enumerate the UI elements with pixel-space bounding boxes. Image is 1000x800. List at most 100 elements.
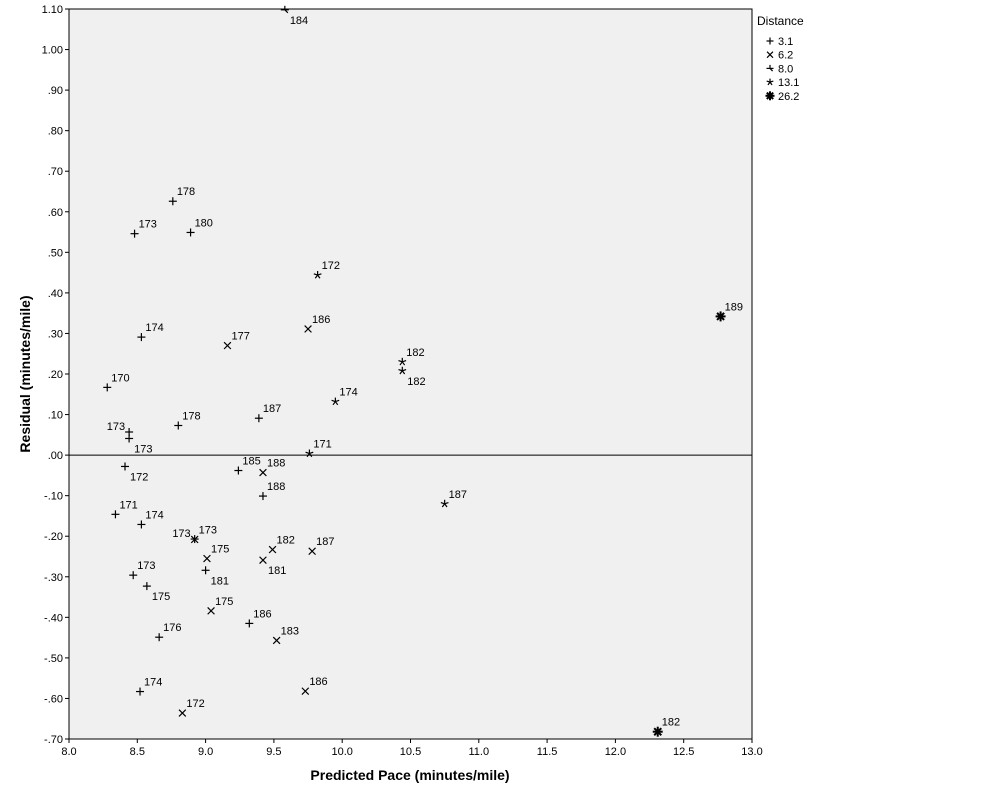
y-tick-label: -.30 [44,572,63,584]
legend: Distance 3.1 6.28.0 13.1 26.2 [757,14,804,103]
point-star-182 [398,357,407,366]
point-star-182 [398,366,407,375]
point-x-173 [190,535,199,544]
x-axis-title: Predicted Pace (minutes/mile) [310,767,509,783]
point-star-187 [440,499,449,508]
point-plus-176 [155,633,164,642]
point-label: 187 [316,536,334,548]
point-plus-181 [201,566,210,575]
point-label: 183 [281,625,299,637]
point-label: 173 [134,443,152,455]
point-plus-180 [186,228,195,237]
point-plus-188 [258,492,267,501]
point-asterisk-189 [715,311,726,322]
point-label: 182 [662,717,680,729]
point-plus-171 [111,510,120,519]
point-plus-173 [125,434,134,443]
point-label: 171 [119,499,137,511]
legend-marker-x [766,51,774,59]
legend-entry-label: 8.0 [778,63,793,75]
point-label: 182 [407,376,425,388]
y-tick-label: -.40 [44,612,63,624]
point-label: 176 [163,622,181,634]
y-tick-label: .60 [48,207,63,219]
point-label: 172 [186,698,204,710]
point-star-174 [331,397,340,406]
y-tick-label: .90 [48,85,63,97]
x-tick-label: 9.5 [266,746,281,758]
y-tick-label: 1.10 [42,4,63,16]
point-label: 175 [211,544,229,556]
point-label: 189 [725,301,743,313]
y-tick-label: -.70 [44,734,63,746]
y-tick-label: -.10 [44,491,63,503]
point-plus-170 [103,383,112,392]
point-label: 182 [406,347,424,359]
point-x-186 [304,325,312,333]
point-plus-175 [142,582,151,591]
point-label: 178 [182,411,200,423]
y-tick-label: 1.00 [42,45,63,57]
point-plus-173 [130,229,139,238]
y-tick-label: -.20 [44,531,63,543]
point-label: 185 [242,456,260,468]
plot-area [68,8,753,740]
y-tick-label: .00 [48,450,63,462]
point-plus-173 [129,571,138,580]
point-x-175 [207,607,215,615]
point-label: 184 [290,15,308,27]
point-plus-185 [234,466,243,475]
x-tick-label: 8.5 [130,746,145,758]
point-label: 175 [152,591,170,603]
point-asterisk-182 [652,726,663,737]
point-plus-174 [137,520,146,529]
point-x-175 [203,554,211,563]
point-label: 186 [253,608,271,620]
point-star-172 [313,271,322,279]
point-plus-174 [136,687,145,696]
point-label: 174 [145,322,163,334]
y-axis-title: Residual (minutes/mile) [17,295,33,452]
y-tick-label: .20 [48,369,63,381]
legend-entry-label: 13.1 [778,77,799,89]
point-label: 173 [137,560,155,572]
point-x-172 [178,709,187,717]
legend-entry-label: 26.2 [778,91,799,103]
point-plus-178 [174,421,183,430]
point-label: 178 [177,186,195,198]
point-x-177 [223,341,232,350]
y-tick-label: .70 [48,166,63,178]
point-plus-187 [254,414,263,423]
legend-entry-label: 3.1 [778,36,793,48]
point-label: 173 [107,421,125,433]
x-axis: 8.0 8.5 9.0 9.5 10.0 10.5 11.0 11.5 12.0 12.5 13.0 [61,739,763,758]
point-label: 174 [339,387,357,399]
y-axis: 1.10 1.00 .90 .80 .70 .60 .50 .40 .30 .20 .10 .00 -.… [42,4,69,746]
point-label: 173 [199,524,217,536]
y-tick-label: .30 [48,328,63,340]
point-label: 174 [145,509,163,521]
point-label: 171 [313,438,331,450]
y-tick-label: .40 [48,288,63,300]
y-tick-label: -.60 [44,693,63,705]
x-tick-label: 12.5 [673,746,694,758]
point-label: 173 [139,219,157,231]
point-tri-184 [280,5,289,14]
y-tick-label: .80 [48,126,63,138]
point-label: 188 [267,458,285,470]
point-x-181 [259,556,267,564]
point-label: 186 [309,676,327,688]
point-star-171 [305,449,314,458]
scatter-points: 170 173 178 180 174 178 173 173 187 172 185 171 174 1… [103,5,743,737]
point-label: 170 [111,372,129,384]
point-x-187 [308,547,316,556]
legend-marker-asterisk [765,91,775,101]
point-label: 182 [277,535,295,547]
point-label: 187 [449,489,467,501]
y-tick-label: .10 [48,410,63,422]
x-tick-label: 11.5 [537,746,558,758]
legend-marker-tri [766,64,774,72]
x-tick-label: 11.0 [469,746,490,758]
point-plus-174 [137,333,146,342]
